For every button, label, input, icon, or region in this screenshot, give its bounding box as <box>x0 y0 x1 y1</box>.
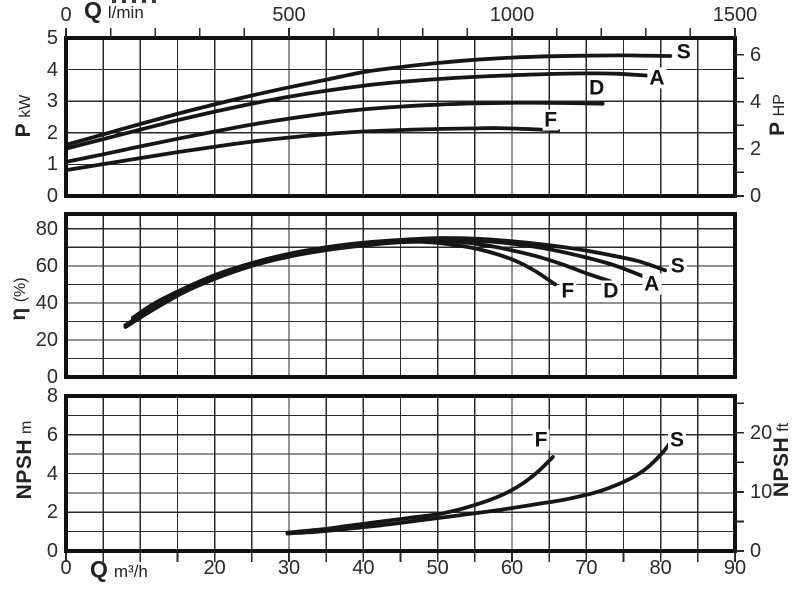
top-axis-title: Q l/min <box>84 0 144 24</box>
cropped-text-remnant <box>112 0 162 3</box>
hp-ytick-label: 6 <box>750 43 762 66</box>
power-ytick-label: 0 <box>46 185 58 207</box>
ylabel-npsh-m: NPSH m <box>13 420 36 500</box>
curve-label-power-d: D <box>587 76 607 100</box>
x-tick-label: 80 <box>649 557 672 579</box>
top-axis-tick-label: 500 <box>272 4 306 26</box>
power-ytick-label: 3 <box>46 90 58 113</box>
curve-label-npsh-f: F <box>532 428 550 452</box>
power-ytick-label: 4 <box>46 58 58 81</box>
bottom-axis-title: Q m³/h <box>90 556 148 583</box>
panel-frame-efficiency <box>64 212 737 379</box>
curve-label-power-s: S <box>674 40 693 64</box>
panel-frame-power <box>64 36 737 198</box>
curve-power-d <box>64 100 605 164</box>
x-tick-label: 0 <box>60 557 72 579</box>
top-axis-title-symbol: Q <box>84 0 102 23</box>
curve-label-power-a: A <box>647 66 667 90</box>
top-axis-tick-label: 1000 <box>489 4 535 26</box>
ft-ytick-label: 0 <box>750 540 762 562</box>
curve-label-efficiency-s: S <box>668 254 687 278</box>
hp-ytick-label: 0 <box>750 185 762 207</box>
ft-ytick-label: 20 <box>750 421 773 444</box>
top-axis-tick-label: 1500 <box>712 4 758 26</box>
panel-frame-npsh <box>64 394 737 553</box>
x-tick-label: 50 <box>426 557 449 579</box>
curve-npsh-s <box>285 440 673 536</box>
curve-power-s <box>64 53 673 147</box>
curve-label-efficiency-f: F <box>559 279 577 303</box>
npsh-ytick-label: 8 <box>46 385 58 407</box>
efficiency-ytick-label: 20 <box>35 328 58 351</box>
top-axis-tick-label: 0 <box>60 4 72 26</box>
x-tick-label: 20 <box>203 557 226 579</box>
curve-power-a <box>64 71 650 151</box>
npsh-ytick-label: 4 <box>46 462 58 485</box>
hp-ytick-label: 4 <box>750 90 762 113</box>
bottom-axis-title-unit: m³/h <box>113 562 148 581</box>
npsh-ytick-label: 0 <box>46 540 58 562</box>
power-ytick-label: 5 <box>46 27 58 49</box>
curve-label-power-f: F <box>542 108 560 132</box>
top-axis-title-unit: l/min <box>107 3 144 22</box>
hp-ytick-label: 2 <box>750 137 762 160</box>
power-ytick-label: 1 <box>46 153 58 176</box>
bottom-axis-title-symbol: Q <box>90 556 108 582</box>
x-tick-label: 70 <box>575 557 598 579</box>
x-tick-label: 90 <box>723 557 747 579</box>
efficiency-ytick-label: 80 <box>35 217 58 240</box>
ft-ytick-label: 10 <box>750 480 773 503</box>
curve-power-f <box>64 126 560 172</box>
curve-efficiency-f <box>123 239 557 329</box>
curve-label-efficiency-a: A <box>642 272 662 296</box>
ylabel-power-kw: P kW <box>12 94 35 138</box>
efficiency-ytick-label: 60 <box>35 254 58 277</box>
x-tick-label: 40 <box>352 557 375 579</box>
power-ytick-label: 2 <box>46 121 58 144</box>
curve-label-efficiency-d: D <box>601 279 621 303</box>
npsh-ytick-label: 6 <box>46 423 58 446</box>
x-tick-label: 30 <box>277 557 301 579</box>
npsh-ytick-label: 2 <box>46 501 58 524</box>
ylabel-power-hp: P HP <box>766 94 789 136</box>
curve-npsh-f <box>285 455 555 535</box>
efficiency-ytick-label: 40 <box>35 291 58 314</box>
curve-label-npsh-s: S <box>668 428 687 452</box>
x-tick-label: 60 <box>500 557 524 579</box>
efficiency-ytick-label: 0 <box>46 366 58 388</box>
ylabel-efficiency: η (%) <box>7 277 30 321</box>
ylabel-npsh-ft: NPSH ft <box>770 422 793 498</box>
